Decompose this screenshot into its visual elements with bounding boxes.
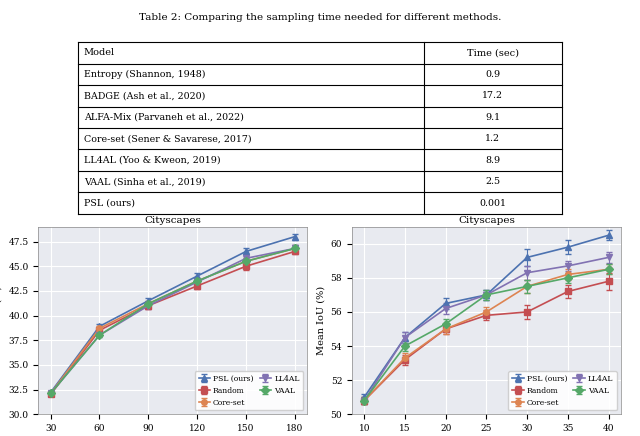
Text: 17.2: 17.2 (483, 91, 503, 100)
Text: 0.001: 0.001 (479, 198, 506, 208)
Bar (78, 171, 562, 192)
Legend: PSL (ours), Random, Core-set, LL4AL, VAAL: PSL (ours), Random, Core-set, LL4AL, VAA… (195, 371, 303, 410)
Title: Cityscapes: Cityscapes (145, 215, 201, 225)
Text: ALFA-Mix (Parvaneh et al., 2022): ALFA-Mix (Parvaneh et al., 2022) (84, 113, 244, 122)
Text: 0.9: 0.9 (485, 70, 500, 79)
Text: LL4AL (Yoo & Kweon, 2019): LL4AL (Yoo & Kweon, 2019) (84, 156, 220, 165)
Text: Core-set (Sener & Savarese, 2017): Core-set (Sener & Savarese, 2017) (84, 134, 252, 143)
Text: Time (sec): Time (sec) (467, 48, 519, 58)
Bar (78, 192, 562, 214)
Legend: PSL (ours), Random, Core-set, LL4AL, VAAL: PSL (ours), Random, Core-set, LL4AL, VAA… (508, 371, 617, 410)
Bar (78, 64, 562, 85)
Text: PSL (ours): PSL (ours) (84, 198, 135, 208)
Bar (78, 85, 562, 106)
Bar (78, 150, 562, 171)
Text: Entropy (Shannon, 1948): Entropy (Shannon, 1948) (84, 70, 205, 79)
Text: 8.9: 8.9 (485, 156, 500, 165)
Bar (78, 128, 562, 150)
Text: Table 2: Comparing the sampling time needed for different methods.: Table 2: Comparing the sampling time nee… (139, 13, 501, 22)
Bar (78, 106, 562, 128)
Text: 9.1: 9.1 (485, 113, 500, 122)
Text: 2.5: 2.5 (485, 177, 500, 186)
Text: Model: Model (84, 48, 115, 58)
Title: Cityscapes: Cityscapes (458, 215, 515, 225)
Text: 1.2: 1.2 (485, 134, 500, 143)
Text: VAAL (Sinha et al., 2019): VAAL (Sinha et al., 2019) (84, 177, 205, 186)
Bar (78, 42, 562, 64)
Y-axis label: Mean IoU (%): Mean IoU (%) (316, 286, 325, 355)
Y-axis label: Mean IoU (%): Mean IoU (%) (0, 286, 3, 355)
Text: BADGE (Ash et al., 2020): BADGE (Ash et al., 2020) (84, 91, 205, 100)
